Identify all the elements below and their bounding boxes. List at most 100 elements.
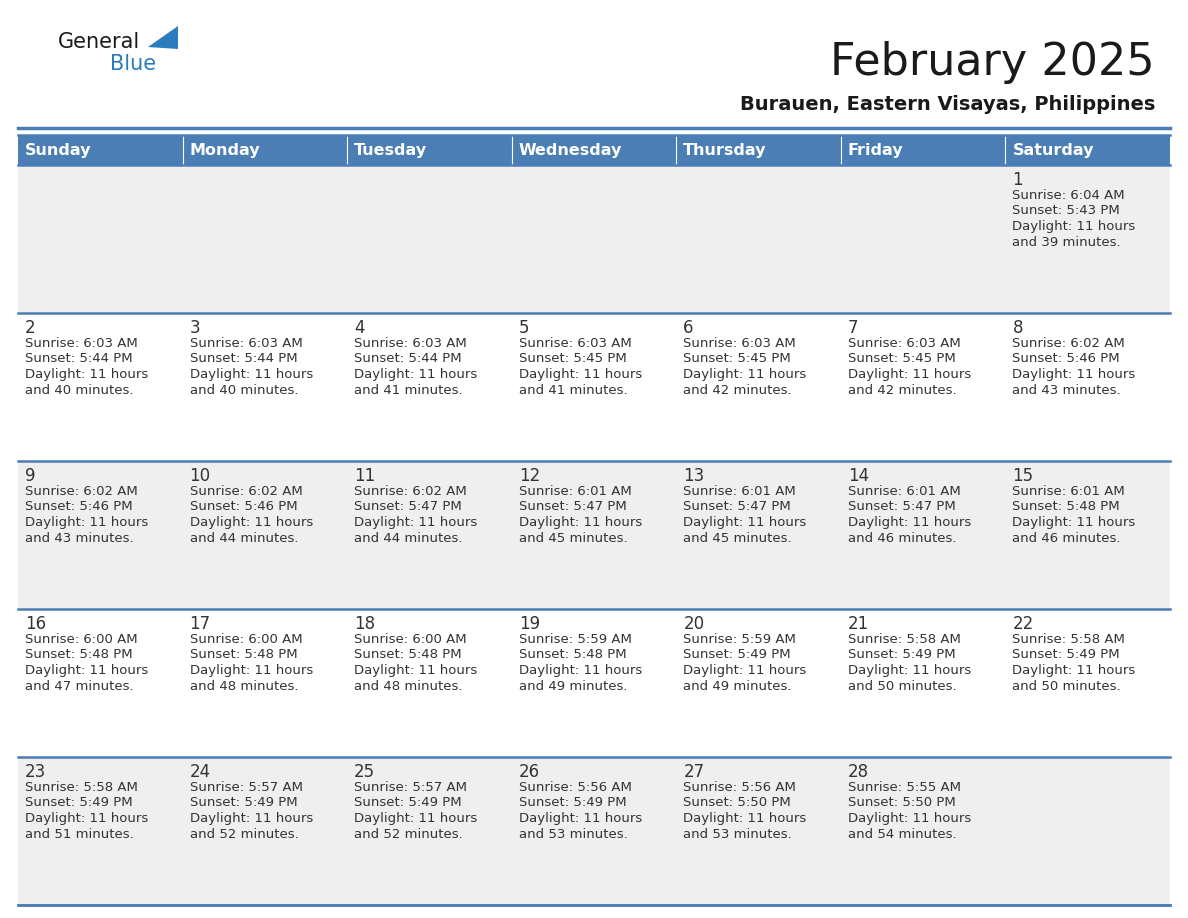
Bar <box>183 461 347 609</box>
Text: Sunrise: 6:03 AM: Sunrise: 6:03 AM <box>683 337 796 350</box>
Text: Sunrise: 6:02 AM: Sunrise: 6:02 AM <box>354 485 467 498</box>
Text: Daylight: 11 hours: Daylight: 11 hours <box>25 812 148 825</box>
Text: Sunset: 5:47 PM: Sunset: 5:47 PM <box>519 500 626 513</box>
Text: and 50 minutes.: and 50 minutes. <box>1012 679 1121 692</box>
Bar <box>183 165 347 313</box>
Text: 3: 3 <box>190 319 201 337</box>
Bar <box>18 609 183 757</box>
Text: Sunrise: 5:58 AM: Sunrise: 5:58 AM <box>1012 633 1125 646</box>
Text: 5: 5 <box>519 319 529 337</box>
Text: Thursday: Thursday <box>683 143 766 159</box>
Text: 27: 27 <box>683 763 704 781</box>
Text: Daylight: 11 hours: Daylight: 11 hours <box>354 664 478 677</box>
Text: Sunrise: 5:55 AM: Sunrise: 5:55 AM <box>848 781 961 794</box>
Text: Daylight: 11 hours: Daylight: 11 hours <box>190 516 312 529</box>
Text: Sunset: 5:45 PM: Sunset: 5:45 PM <box>683 353 791 365</box>
Bar <box>512 165 676 313</box>
Text: and 52 minutes.: and 52 minutes. <box>354 827 463 841</box>
Text: and 39 minutes.: and 39 minutes. <box>1012 236 1121 249</box>
Text: Daylight: 11 hours: Daylight: 11 hours <box>25 516 148 529</box>
Bar <box>676 757 841 905</box>
Text: and 44 minutes.: and 44 minutes. <box>354 532 462 544</box>
Text: and 54 minutes.: and 54 minutes. <box>848 827 956 841</box>
Text: 18: 18 <box>354 615 375 633</box>
Text: Sunset: 5:49 PM: Sunset: 5:49 PM <box>683 648 791 662</box>
Text: Sunset: 5:50 PM: Sunset: 5:50 PM <box>848 797 955 810</box>
Bar <box>512 135 676 165</box>
Text: Sunset: 5:50 PM: Sunset: 5:50 PM <box>683 797 791 810</box>
Text: Monday: Monday <box>190 143 260 159</box>
Text: Saturday: Saturday <box>1012 143 1094 159</box>
Text: Sunrise: 6:03 AM: Sunrise: 6:03 AM <box>519 337 632 350</box>
Text: 17: 17 <box>190 615 210 633</box>
Text: Daylight: 11 hours: Daylight: 11 hours <box>354 812 478 825</box>
Text: Sunrise: 6:01 AM: Sunrise: 6:01 AM <box>1012 485 1125 498</box>
Text: 4: 4 <box>354 319 365 337</box>
Text: and 46 minutes.: and 46 minutes. <box>1012 532 1121 544</box>
Bar <box>18 461 183 609</box>
Text: 10: 10 <box>190 467 210 485</box>
Text: and 52 minutes.: and 52 minutes. <box>190 827 298 841</box>
Text: Daylight: 11 hours: Daylight: 11 hours <box>519 516 642 529</box>
Text: 24: 24 <box>190 763 210 781</box>
Text: Sunset: 5:48 PM: Sunset: 5:48 PM <box>519 648 626 662</box>
Text: Wednesday: Wednesday <box>519 143 623 159</box>
Text: Sunrise: 5:58 AM: Sunrise: 5:58 AM <box>25 781 138 794</box>
Bar <box>676 609 841 757</box>
Text: and 40 minutes.: and 40 minutes. <box>25 384 133 397</box>
Text: Daylight: 11 hours: Daylight: 11 hours <box>25 368 148 381</box>
Text: and 48 minutes.: and 48 minutes. <box>190 679 298 692</box>
Text: Sunrise: 5:57 AM: Sunrise: 5:57 AM <box>354 781 467 794</box>
Bar <box>347 757 512 905</box>
Text: Sunrise: 6:02 AM: Sunrise: 6:02 AM <box>190 485 302 498</box>
Text: and 42 minutes.: and 42 minutes. <box>848 384 956 397</box>
Bar <box>183 313 347 461</box>
Text: Sunset: 5:43 PM: Sunset: 5:43 PM <box>1012 205 1120 218</box>
Text: 21: 21 <box>848 615 870 633</box>
Text: Sunset: 5:48 PM: Sunset: 5:48 PM <box>1012 500 1120 513</box>
Text: Sunrise: 6:03 AM: Sunrise: 6:03 AM <box>190 337 302 350</box>
Text: Daylight: 11 hours: Daylight: 11 hours <box>848 516 971 529</box>
Bar <box>841 609 1005 757</box>
Bar <box>347 135 512 165</box>
Text: Sunrise: 5:56 AM: Sunrise: 5:56 AM <box>519 781 632 794</box>
Bar <box>18 135 183 165</box>
Bar <box>512 461 676 609</box>
Text: 22: 22 <box>1012 615 1034 633</box>
Bar <box>347 165 512 313</box>
Bar <box>512 313 676 461</box>
Bar <box>183 135 347 165</box>
Text: and 49 minutes.: and 49 minutes. <box>683 679 791 692</box>
Text: Sunrise: 6:01 AM: Sunrise: 6:01 AM <box>683 485 796 498</box>
Bar <box>347 609 512 757</box>
Text: Sunrise: 6:00 AM: Sunrise: 6:00 AM <box>25 633 138 646</box>
Text: Daylight: 11 hours: Daylight: 11 hours <box>25 664 148 677</box>
Text: Sunrise: 6:02 AM: Sunrise: 6:02 AM <box>1012 337 1125 350</box>
Text: Sunset: 5:47 PM: Sunset: 5:47 PM <box>354 500 462 513</box>
Bar <box>676 461 841 609</box>
Bar <box>512 609 676 757</box>
Text: Sunrise: 5:59 AM: Sunrise: 5:59 AM <box>519 633 632 646</box>
Bar <box>1005 165 1170 313</box>
Text: Sunset: 5:48 PM: Sunset: 5:48 PM <box>190 648 297 662</box>
Bar <box>183 609 347 757</box>
Text: Sunrise: 5:56 AM: Sunrise: 5:56 AM <box>683 781 796 794</box>
Text: Daylight: 11 hours: Daylight: 11 hours <box>683 368 807 381</box>
Text: and 50 minutes.: and 50 minutes. <box>848 679 956 692</box>
Bar <box>841 461 1005 609</box>
Text: Sunset: 5:49 PM: Sunset: 5:49 PM <box>1012 648 1120 662</box>
Text: and 41 minutes.: and 41 minutes. <box>519 384 627 397</box>
Bar <box>18 165 183 313</box>
Text: Sunrise: 6:02 AM: Sunrise: 6:02 AM <box>25 485 138 498</box>
Text: and 43 minutes.: and 43 minutes. <box>1012 384 1121 397</box>
Text: February 2025: February 2025 <box>830 40 1155 84</box>
Text: Sunset: 5:46 PM: Sunset: 5:46 PM <box>190 500 297 513</box>
Bar <box>676 313 841 461</box>
Bar <box>841 165 1005 313</box>
Bar <box>676 165 841 313</box>
Text: 6: 6 <box>683 319 694 337</box>
Text: 1: 1 <box>1012 171 1023 189</box>
Text: Sunset: 5:45 PM: Sunset: 5:45 PM <box>848 353 955 365</box>
Text: Sunrise: 6:01 AM: Sunrise: 6:01 AM <box>519 485 632 498</box>
Text: Daylight: 11 hours: Daylight: 11 hours <box>683 664 807 677</box>
